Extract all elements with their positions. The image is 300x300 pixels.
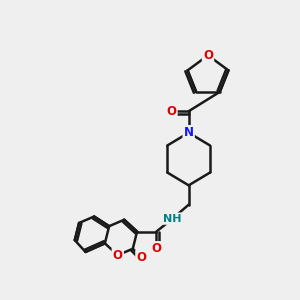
Text: O: O xyxy=(167,105,176,118)
Text: O: O xyxy=(203,49,213,62)
Text: NH: NH xyxy=(163,214,182,224)
Text: O: O xyxy=(136,251,146,264)
Text: O: O xyxy=(152,242,161,255)
Text: N: N xyxy=(184,126,194,139)
Text: O: O xyxy=(113,249,123,262)
